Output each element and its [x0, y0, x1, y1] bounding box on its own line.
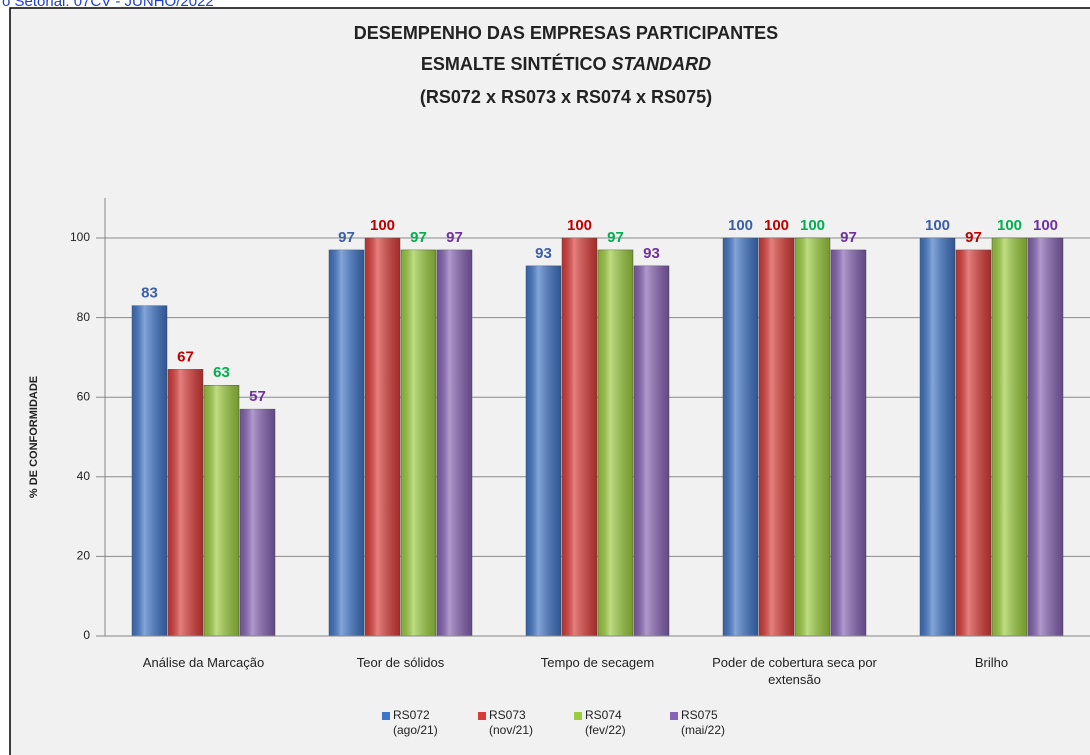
data-label: 97 — [965, 229, 982, 246]
x-tick-label: Teor de sólidos — [356, 655, 445, 670]
bar-shine — [920, 238, 955, 636]
bar-shine — [240, 409, 275, 636]
bar-shine — [204, 385, 239, 636]
data-label: 97 — [446, 229, 463, 246]
data-label: 100 — [728, 217, 753, 234]
legend-swatch — [478, 712, 486, 720]
bar-shine — [168, 369, 203, 636]
bar-shine — [992, 238, 1027, 636]
bar-shine — [795, 238, 830, 636]
y-tick-label: 20 — [77, 549, 91, 563]
data-label: 100 — [1033, 217, 1058, 234]
data-label: 67 — [177, 348, 194, 365]
data-label: 93 — [643, 245, 660, 262]
data-label: 57 — [249, 388, 266, 405]
bar-shine — [759, 238, 794, 636]
legend-label: RS072 (ago/21) — [393, 708, 438, 737]
x-tick-label: Poder de cobertura seca por extensão — [712, 655, 877, 687]
bar-shine — [526, 265, 561, 636]
data-label: 100 — [370, 217, 395, 234]
bar-shine — [723, 238, 758, 636]
bar-shine — [132, 305, 167, 636]
data-label: 97 — [338, 229, 355, 246]
data-label: 83 — [141, 285, 158, 302]
bar-shine — [437, 249, 472, 636]
chart-title: ESMALTE SINTÉTICO STANDARD — [421, 53, 711, 74]
data-label: 100 — [997, 217, 1022, 234]
bar-shine — [634, 265, 669, 636]
data-label: 97 — [840, 229, 857, 246]
y-tick-label: 80 — [77, 310, 91, 324]
y-tick-label: 40 — [77, 469, 91, 483]
legend-label: RS074 (fev/22) — [585, 708, 626, 737]
data-label: 63 — [213, 364, 230, 381]
y-tick-label: 60 — [77, 389, 91, 403]
header: o Setorial: 07CV - JUNHO/2022 — [2, 0, 214, 10]
bar-shine — [831, 249, 866, 636]
data-label: 100 — [800, 217, 825, 234]
legend-swatch — [670, 712, 678, 720]
legend-label: RS075 (mai/22) — [681, 708, 726, 737]
y-axis-label: % DE CONFORMIDADE — [28, 376, 40, 498]
data-label: 93 — [535, 245, 552, 262]
bar-shine — [562, 238, 597, 636]
x-tick-label: Brilho — [974, 655, 1009, 670]
data-label: 100 — [567, 217, 592, 234]
title-part: ESMALTE SINTÉTICO — [421, 53, 607, 74]
data-label: 97 — [410, 229, 427, 246]
data-label: 97 — [607, 229, 624, 246]
y-tick-label: 0 — [83, 628, 90, 642]
data-label: 100 — [764, 217, 789, 234]
bar-shine — [365, 238, 400, 636]
x-tick-label: Tempo de secagem — [540, 655, 655, 670]
chart-title: (RS072 x RS073 x RS074 x RS075) — [420, 87, 712, 107]
legend-label: RS073 (nov/21) — [489, 708, 534, 737]
legend-swatch — [574, 712, 582, 720]
data-label: 100 — [925, 217, 950, 234]
bar-shine — [329, 249, 364, 636]
title-part: STANDARD — [612, 54, 712, 74]
chart-title: DESEMPENHO DAS EMPRESAS PARTICIPANTES — [354, 23, 778, 43]
bar-shine — [598, 249, 633, 636]
bar-shine — [1028, 238, 1063, 636]
x-tick-label: Análise da Marcação — [142, 655, 265, 670]
y-tick-label: 100 — [70, 230, 90, 244]
legend-swatch — [382, 712, 390, 720]
bar-shine — [956, 249, 991, 636]
bar-shine — [401, 249, 436, 636]
